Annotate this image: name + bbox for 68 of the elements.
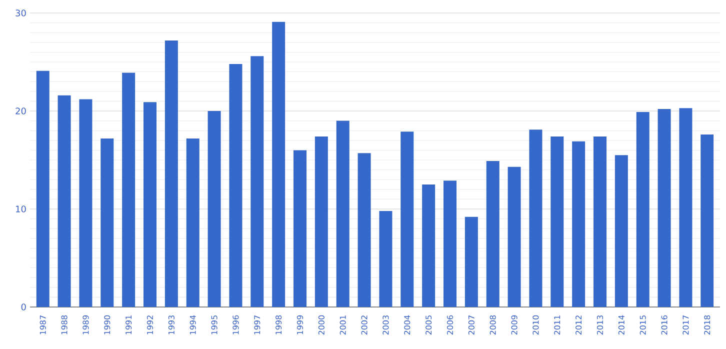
bar bbox=[464, 216, 478, 308]
bar bbox=[572, 141, 586, 308]
x-tick-label: 1989 bbox=[82, 315, 89, 334]
bar bbox=[186, 138, 200, 308]
bar bbox=[79, 99, 92, 308]
x-tick-label: 2018 bbox=[704, 315, 710, 335]
x-tick-label: 2012 bbox=[576, 316, 582, 335]
bar bbox=[144, 102, 157, 308]
y-tick-label: 20 bbox=[16, 108, 26, 114]
bar bbox=[658, 109, 671, 308]
x-tick-label: 2009 bbox=[511, 315, 518, 335]
y-tick-label: 30 bbox=[16, 10, 26, 16]
x-tick-label: 1988 bbox=[61, 315, 68, 334]
bar bbox=[100, 138, 114, 308]
y-tick-label: 0 bbox=[21, 304, 26, 310]
bar bbox=[700, 134, 714, 308]
x-tick-label: 2013 bbox=[596, 315, 604, 335]
x-tick-label: 2015 bbox=[640, 316, 646, 335]
bar bbox=[294, 150, 307, 308]
x-tick-label: 2004 bbox=[404, 315, 410, 335]
x-tick-label: 2014 bbox=[618, 315, 624, 335]
bar bbox=[529, 130, 542, 308]
x-tick-label: 1998 bbox=[276, 315, 282, 334]
bar bbox=[636, 112, 650, 308]
bar bbox=[314, 136, 328, 308]
bar bbox=[208, 111, 221, 308]
bar bbox=[550, 136, 564, 308]
bar bbox=[358, 153, 371, 308]
x-tick-label: 1996 bbox=[232, 315, 239, 334]
x-tick-label: 2008 bbox=[490, 315, 496, 335]
x-tick-label: 1999 bbox=[296, 315, 304, 334]
x-tick-label: 1997 bbox=[254, 315, 260, 334]
bar bbox=[164, 40, 178, 308]
bar bbox=[229, 64, 242, 308]
x-tick-label: 2007 bbox=[468, 315, 474, 335]
x-tick-label: 1993 bbox=[168, 315, 174, 334]
bar bbox=[422, 184, 436, 308]
bar bbox=[122, 72, 136, 308]
x-tick-label: 2002 bbox=[361, 316, 368, 335]
bar bbox=[272, 22, 286, 308]
bar bbox=[400, 132, 414, 308]
bar bbox=[614, 155, 628, 308]
bar bbox=[486, 160, 500, 308]
x-tick-label: 1995 bbox=[211, 316, 218, 334]
x-tick-label: 1990 bbox=[104, 315, 110, 334]
bar bbox=[508, 166, 521, 308]
bar bbox=[336, 120, 350, 308]
x-tick-label: 1991 bbox=[126, 316, 132, 334]
y-tick-label: 10 bbox=[16, 206, 26, 212]
x-tick-label: 2003 bbox=[382, 315, 389, 335]
bar bbox=[250, 56, 264, 308]
x-tick-label: 2000 bbox=[318, 315, 324, 335]
bar bbox=[444, 180, 457, 308]
bar bbox=[594, 136, 607, 308]
x-tick-label: 1992 bbox=[146, 316, 154, 334]
x-tick-label: 2016 bbox=[661, 315, 668, 335]
x-tick-label: 1987 bbox=[40, 315, 46, 334]
x-tick-label: 2005 bbox=[426, 316, 432, 335]
x-tick-label: 2006 bbox=[446, 315, 454, 335]
x-tick-label: 2001 bbox=[340, 316, 346, 335]
x-tick-label: 2011 bbox=[554, 316, 560, 335]
bar bbox=[36, 70, 50, 308]
bar bbox=[679, 108, 692, 308]
x-tick-label: 2017 bbox=[682, 315, 689, 335]
x-tick-label: 1994 bbox=[190, 315, 196, 334]
x-tick-label: 2010 bbox=[532, 315, 539, 335]
bar bbox=[58, 95, 71, 308]
bar bbox=[379, 210, 392, 308]
